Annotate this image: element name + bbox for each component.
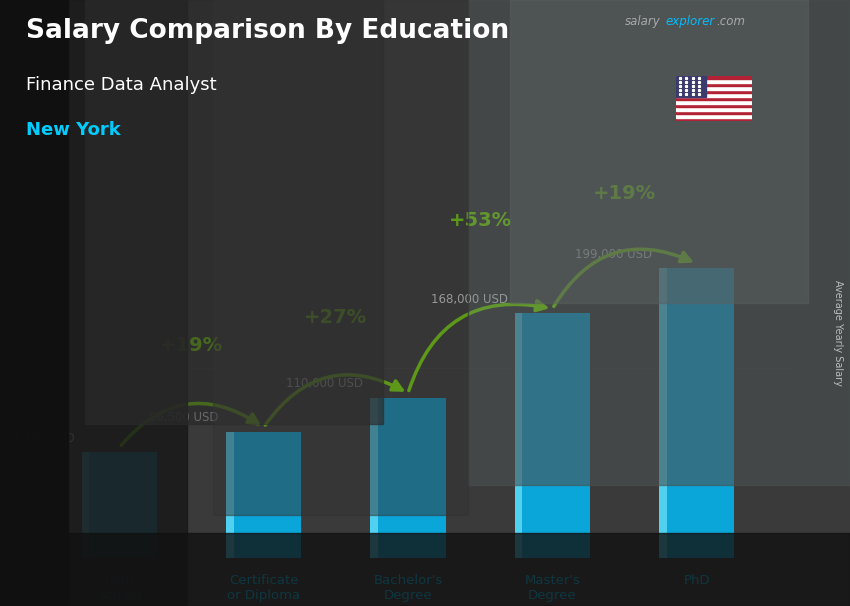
Bar — [676, 90, 752, 93]
Bar — [676, 79, 752, 83]
Bar — [0, 533, 850, 606]
Text: Salary Comparison By Education: Salary Comparison By Education — [26, 18, 508, 44]
Bar — [676, 86, 752, 90]
Bar — [226, 431, 234, 558]
Bar — [468, 0, 850, 485]
Bar — [0, 0, 68, 606]
Bar — [676, 93, 752, 97]
Bar — [659, 268, 666, 558]
Bar — [659, 268, 734, 558]
Text: +27%: +27% — [304, 308, 367, 327]
Text: +53%: +53% — [449, 210, 512, 230]
Bar — [82, 452, 89, 558]
Bar — [676, 83, 752, 86]
Text: 86,500 USD: 86,500 USD — [150, 411, 219, 424]
Bar — [676, 107, 752, 111]
Bar — [85, 0, 382, 424]
Bar — [212, 0, 468, 515]
Text: 72,700 USD: 72,700 USD — [5, 431, 75, 445]
Bar — [371, 398, 378, 558]
Bar — [82, 452, 157, 558]
Bar — [676, 111, 752, 114]
Text: New York: New York — [26, 121, 120, 139]
Bar — [676, 97, 752, 100]
Text: Average Yearly Salary: Average Yearly Salary — [833, 281, 843, 386]
Text: +19%: +19% — [593, 184, 656, 202]
Text: 110,000 USD: 110,000 USD — [286, 378, 363, 390]
Bar — [676, 76, 752, 79]
Bar — [676, 104, 752, 107]
Text: 199,000 USD: 199,000 USD — [575, 248, 652, 261]
Bar — [510, 0, 808, 303]
Bar — [0, 0, 187, 606]
Bar — [226, 431, 301, 558]
Text: salary: salary — [625, 15, 660, 28]
Text: Finance Data Analyst: Finance Data Analyst — [26, 76, 216, 94]
Text: +19%: +19% — [160, 336, 223, 355]
Bar — [515, 313, 590, 558]
Bar — [515, 313, 522, 558]
Bar — [676, 76, 706, 97]
Bar — [371, 398, 445, 558]
Text: .com: .com — [717, 15, 745, 28]
Bar — [676, 100, 752, 104]
Text: explorer: explorer — [666, 15, 715, 28]
Bar — [676, 118, 752, 121]
Bar — [676, 114, 752, 118]
Text: 168,000 USD: 168,000 USD — [431, 293, 507, 306]
